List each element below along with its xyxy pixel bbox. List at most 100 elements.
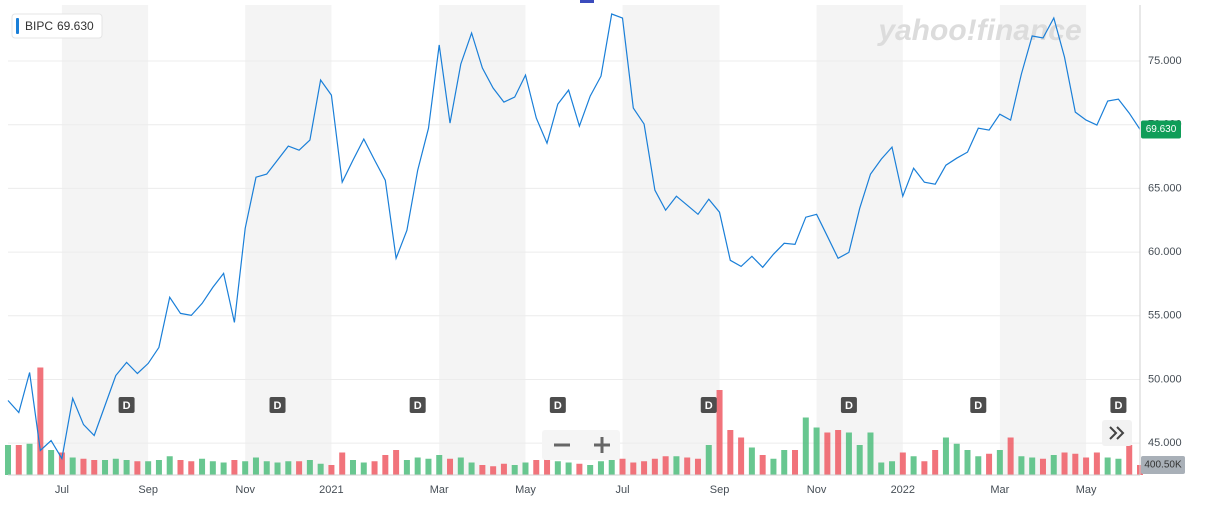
y-tick-label: 75.000 xyxy=(1148,55,1182,67)
volume-bar xyxy=(177,460,184,475)
volume-bar xyxy=(26,443,33,475)
volume-bar xyxy=(964,450,971,475)
bands xyxy=(61,5,1087,475)
volume-bar xyxy=(511,465,518,475)
volume-bar xyxy=(1072,453,1079,475)
volume-bar xyxy=(587,465,594,475)
volume-bar xyxy=(662,456,669,475)
month-band xyxy=(245,5,332,475)
symbol: BIPC xyxy=(25,19,53,33)
volume-bar xyxy=(792,450,799,475)
volume-bar xyxy=(684,457,691,475)
scroll-button[interactable] xyxy=(1102,420,1132,446)
zoom-controls xyxy=(542,430,620,460)
y-tick-label: 55.000 xyxy=(1148,310,1182,322)
volume-bar xyxy=(975,456,982,475)
volume-bar xyxy=(889,461,896,475)
event-label: D xyxy=(1114,400,1122,412)
volume-bar xyxy=(1039,458,1046,475)
volume-badge xyxy=(1141,456,1185,474)
volume-bar xyxy=(522,462,529,475)
volume-bar xyxy=(102,460,109,475)
volume-bar xyxy=(813,427,820,475)
volume-bar xyxy=(91,460,98,475)
volume-bar xyxy=(673,456,680,475)
volume-bar xyxy=(58,452,65,475)
volume-bar xyxy=(705,445,712,475)
volume-bar xyxy=(242,461,249,475)
volume-bar xyxy=(500,463,507,475)
event-box xyxy=(269,397,286,413)
scroll-indicator xyxy=(580,0,594,3)
x-tick-label: Jul xyxy=(615,484,629,496)
event-label: D xyxy=(845,400,853,412)
volume-bar xyxy=(112,458,119,475)
volume-bar xyxy=(37,367,44,475)
volume-bar xyxy=(1104,457,1111,475)
x-tick-label: Sep xyxy=(710,484,730,496)
grid xyxy=(8,60,1140,444)
volume-bar xyxy=(1083,457,1090,475)
event-box xyxy=(840,397,857,413)
volume-bar xyxy=(554,461,561,475)
volume-bar xyxy=(544,458,551,475)
volume-bar xyxy=(910,456,917,475)
x-tick-label: May xyxy=(1076,484,1097,496)
volume-bar xyxy=(1061,452,1068,475)
volume-bar xyxy=(932,450,939,475)
volume-bar xyxy=(899,452,906,475)
y-tick-label: 60.000 xyxy=(1148,246,1182,258)
volume-bar xyxy=(1029,457,1036,475)
x-tick-label: 2021 xyxy=(319,484,343,496)
volume-bar xyxy=(641,461,648,475)
price-badge xyxy=(1141,120,1181,139)
volume-bar xyxy=(996,450,1003,475)
volume-bar xyxy=(1126,445,1133,475)
volume-bar xyxy=(630,462,637,475)
volume-bar xyxy=(576,463,583,475)
volume-bar xyxy=(123,460,130,475)
event-box xyxy=(118,397,135,413)
volume-bar xyxy=(1007,437,1014,475)
volume-bar xyxy=(781,450,788,475)
volume-bar xyxy=(533,460,540,475)
volume-bar xyxy=(1093,452,1100,475)
volume-bar xyxy=(134,461,141,475)
chevrons xyxy=(1109,426,1125,440)
volume-bar xyxy=(802,417,809,475)
axis: Jul Sep Nov 2021 Mar May Jul Sep Nov 2022 Mar May 45… xyxy=(55,55,1182,496)
volume-bar xyxy=(1115,458,1122,475)
volume-bar xyxy=(414,457,421,475)
price-badge-label: 69.630 xyxy=(1146,124,1177,135)
x-tick-label: Nov xyxy=(235,484,255,496)
volume-bar xyxy=(48,450,55,475)
volume-bar xyxy=(867,432,874,475)
volume-badge-label: 400.50K xyxy=(1144,460,1182,471)
watermark: yahoo!finance xyxy=(876,14,1081,47)
volume-bar xyxy=(921,461,928,475)
volume-bar xyxy=(403,460,410,475)
volume-bar xyxy=(328,465,335,475)
volume-bar xyxy=(360,462,367,475)
volume-bar xyxy=(425,458,432,475)
month-band xyxy=(622,5,720,475)
volume-bar xyxy=(263,461,270,475)
volume-bar xyxy=(694,458,701,475)
legend-box xyxy=(11,13,103,39)
event-box xyxy=(409,397,426,413)
volume-bar xyxy=(188,461,195,475)
volume-bar xyxy=(490,466,497,475)
event-label: D xyxy=(414,400,422,412)
volume-bar xyxy=(824,432,831,475)
x-tick-label: Mar xyxy=(990,484,1009,496)
volume-bar xyxy=(759,455,766,475)
volume-bar xyxy=(80,458,87,475)
event-label: D xyxy=(974,400,982,412)
volume-bar xyxy=(393,450,400,475)
volume-bar xyxy=(252,457,259,475)
x-tick-label: May xyxy=(515,484,536,496)
volume-bar xyxy=(468,462,475,475)
